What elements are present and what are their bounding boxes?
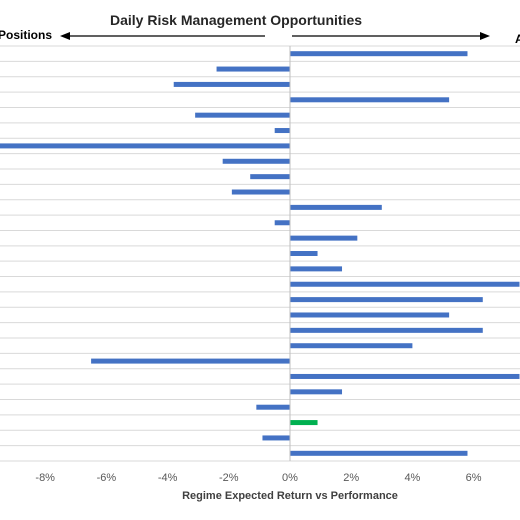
bar	[290, 281, 520, 287]
bar	[91, 358, 290, 364]
x-tick-label: 0%	[282, 472, 298, 484]
bar	[290, 373, 520, 379]
bar	[222, 158, 290, 164]
left-arrow	[60, 32, 265, 40]
right-side-label: A	[515, 32, 520, 46]
bar	[290, 450, 468, 456]
left-side-label: Positions	[0, 28, 52, 42]
chart-title: Daily Risk Management Opportunities	[110, 12, 362, 28]
bar	[0, 143, 290, 149]
bar	[290, 420, 318, 426]
x-tick-labels: -8% -6% -4% -2% 0% 2% 4% 6%	[35, 472, 481, 484]
bar	[262, 435, 290, 441]
bar	[290, 204, 382, 210]
bar	[290, 389, 343, 395]
bars	[0, 51, 520, 456]
bar	[290, 266, 343, 272]
bar	[216, 66, 290, 72]
grid-lines	[0, 45, 520, 462]
x-tick-label: -6%	[97, 472, 117, 484]
x-tick-label: 6%	[466, 472, 482, 484]
x-tick-label: -2%	[219, 472, 239, 484]
bar	[290, 235, 358, 241]
x-axis-label: Regime Expected Return vs Performance	[182, 490, 398, 502]
bar	[290, 343, 413, 349]
bar	[290, 97, 450, 103]
bar	[195, 112, 290, 118]
bar	[290, 251, 318, 256]
bar	[274, 128, 290, 134]
bar	[290, 312, 450, 318]
bar	[290, 297, 483, 303]
x-tick-label: -4%	[158, 472, 178, 484]
bar	[290, 51, 468, 57]
right-arrow	[292, 32, 490, 40]
bar	[173, 81, 290, 87]
bar	[256, 404, 290, 410]
x-tick-label: 4%	[404, 472, 420, 484]
bar	[231, 189, 290, 195]
bar	[290, 327, 483, 333]
bar	[274, 220, 290, 226]
x-tick-label: 2%	[343, 472, 359, 484]
x-tick-label: -8%	[35, 472, 55, 484]
bar	[250, 174, 290, 180]
